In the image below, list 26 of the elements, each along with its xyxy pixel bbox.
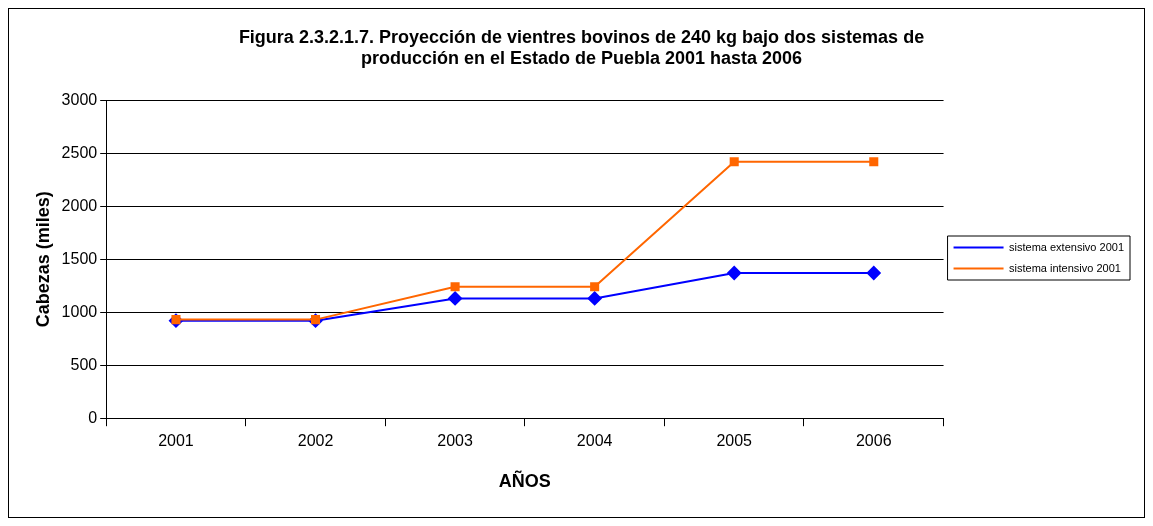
- point: [450, 282, 460, 292]
- legend-label: sistema extensivo 2001: [1009, 240, 1124, 253]
- x-axis-title: AÑOS: [498, 470, 551, 492]
- x-tick-label: 2003: [437, 432, 473, 450]
- y-tick-label: 1500: [61, 249, 98, 267]
- x-tick-label: 2005: [716, 432, 753, 450]
- y-tick-label: 0: [88, 408, 98, 426]
- x-tick-label: 2006: [855, 432, 892, 450]
- point: [590, 282, 600, 292]
- y-axis-title: Cabezas (miles): [32, 191, 53, 328]
- point: [729, 157, 739, 167]
- point: [448, 291, 463, 306]
- y-tick-label: 2000: [61, 196, 98, 214]
- y-tick-label: 2500: [61, 143, 98, 161]
- point: [587, 291, 602, 306]
- chart-title: Figura 2.3.2.1.7. Proyección de vientres bovinos de 240 kg bajo dos sistemas de producción en el Estado de Puebla 2001 hasta 2006: [238, 26, 925, 69]
- y-tick-label: 1000: [61, 302, 98, 320]
- y-tick-label: 3000: [61, 90, 98, 108]
- x-tick-label: 2001: [158, 432, 194, 450]
- x-tick-label: 2002: [297, 432, 334, 450]
- point: [866, 265, 881, 280]
- x-tick-label: 2004: [576, 432, 613, 450]
- y-tick-label: 500: [70, 355, 98, 373]
- point: [727, 265, 742, 280]
- point: [869, 157, 879, 167]
- legend-label: sistema intensivo 2001: [1009, 261, 1121, 274]
